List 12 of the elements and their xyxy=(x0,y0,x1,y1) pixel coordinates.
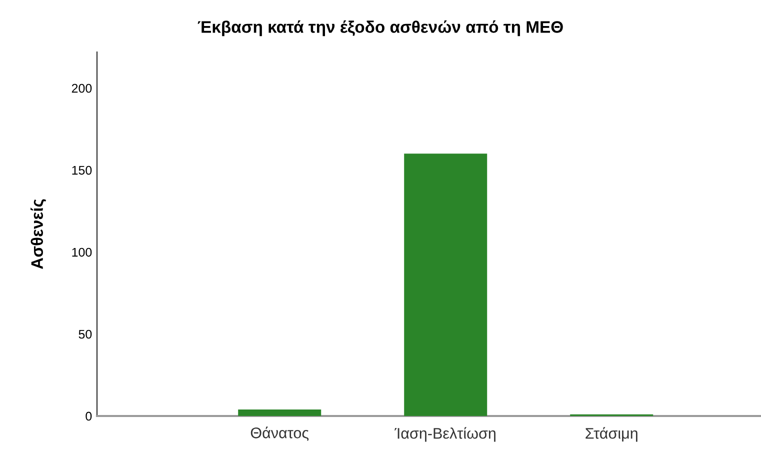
y-tick-label: 0 xyxy=(86,412,92,421)
y-tick-label: 200 xyxy=(72,84,92,93)
y-tick-label: 50 xyxy=(78,330,92,339)
x-tick-label: Στάσιμη xyxy=(586,427,638,442)
y-axis-title: Ασθενείς xyxy=(30,199,46,270)
chart-title: Έκβαση κατά την έξοδο ασθενών από τη ΜΕΘ xyxy=(198,20,563,36)
y-tick-label: 100 xyxy=(72,248,92,257)
x-tick-label: Θάνατος xyxy=(250,426,309,441)
y-tick-label: 150 xyxy=(72,166,92,175)
bar xyxy=(404,154,488,416)
x-tick-label: Ίαση-Βελτίωση xyxy=(394,427,496,442)
bar xyxy=(238,409,322,416)
